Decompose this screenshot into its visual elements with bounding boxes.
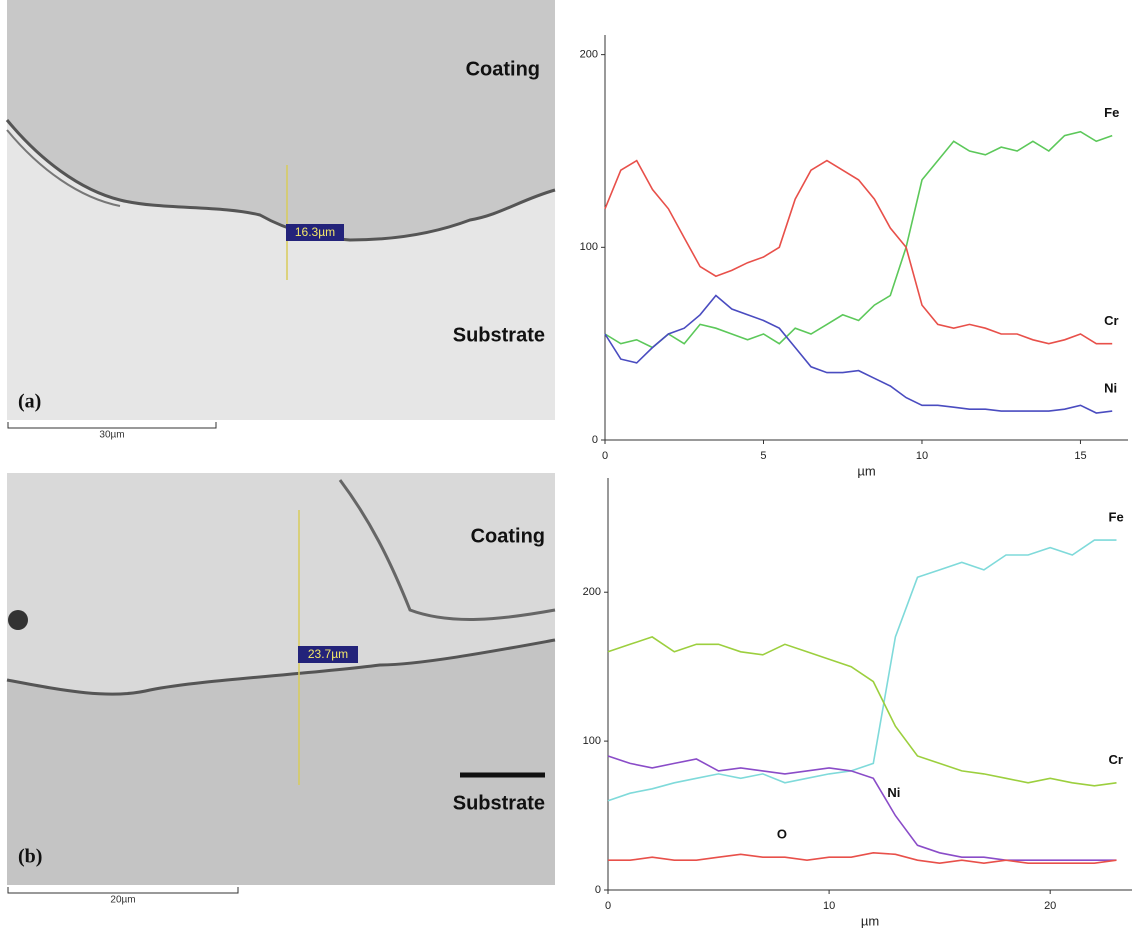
series-line bbox=[608, 851, 1117, 865]
series-label: Fe bbox=[1109, 510, 1124, 525]
measurement: 23.7µm bbox=[308, 647, 348, 661]
series-label: Cr bbox=[1104, 313, 1118, 328]
series-label: Ni bbox=[887, 785, 900, 800]
region-label: Coating bbox=[466, 58, 540, 80]
x-axis-label: µm bbox=[857, 463, 875, 478]
x-tick-label: 10 bbox=[823, 900, 835, 912]
y-tick-label: 100 bbox=[580, 241, 598, 253]
x-tick-label: 0 bbox=[605, 900, 611, 912]
series-label: Ni bbox=[1104, 381, 1117, 396]
series-line bbox=[604, 294, 1113, 414]
series-label: Fe bbox=[1104, 105, 1119, 120]
series-line bbox=[604, 159, 1113, 345]
y-tick-label: 0 bbox=[592, 434, 598, 446]
micrograph-a bbox=[5, 0, 556, 420]
region-label: Coating bbox=[471, 525, 545, 547]
x-axis-label: µm bbox=[861, 913, 879, 928]
series-label: O bbox=[777, 827, 787, 842]
x-tick-label: 15 bbox=[1074, 450, 1086, 462]
y-tick-label: 100 bbox=[583, 735, 601, 747]
x-tick-label: 20 bbox=[1044, 900, 1056, 912]
measurement: 16.3µm bbox=[295, 225, 335, 239]
panel-label: (b) bbox=[18, 846, 42, 868]
y-tick-label: 0 bbox=[595, 884, 601, 896]
region-label: Substrate bbox=[453, 324, 545, 346]
scale-bar bbox=[7, 422, 217, 429]
scale-label: 30µm bbox=[99, 430, 124, 441]
y-tick-label: 200 bbox=[583, 586, 601, 598]
scale-bar bbox=[7, 887, 239, 894]
series-line bbox=[607, 539, 1117, 802]
series-line bbox=[604, 130, 1113, 349]
x-tick-label: 5 bbox=[760, 450, 766, 462]
series-line bbox=[607, 755, 1117, 861]
panel-label: (a) bbox=[18, 391, 41, 413]
y-tick-label: 200 bbox=[580, 49, 598, 61]
series-line bbox=[607, 636, 1117, 787]
x-tick-label: 0 bbox=[602, 450, 608, 462]
region-label: Substrate bbox=[453, 792, 545, 814]
scale-label: 20µm bbox=[110, 895, 135, 906]
series-label: Cr bbox=[1109, 752, 1123, 767]
x-tick-label: 10 bbox=[916, 450, 928, 462]
micrograph-b bbox=[6, 473, 556, 885]
